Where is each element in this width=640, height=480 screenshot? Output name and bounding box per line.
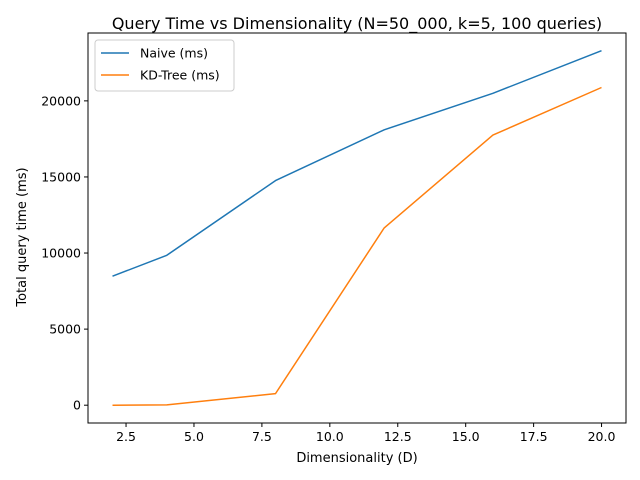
y-tick-label: 0 [73, 398, 81, 413]
x-tick-label: 5.0 [184, 429, 204, 444]
x-tick-label: 20.0 [588, 429, 616, 444]
x-tick-label: 15.0 [452, 429, 480, 444]
y-axis-label: Total query time (ms) [15, 167, 30, 307]
y-tick-label: 20000 [41, 93, 81, 108]
x-axis: 2.5 5.0 7.5 10.0 12.5 15.0 17.5 20.0 [116, 423, 616, 444]
legend-label-1: KD-Tree (ms) [140, 68, 220, 83]
y-axis: 0 5000 10000 15000 20000 [41, 93, 88, 413]
x-tick-label: 12.5 [384, 429, 412, 444]
x-tick-label: 7.5 [252, 429, 272, 444]
plot-area [87, 32, 627, 424]
y-tick-label: 15000 [41, 169, 81, 184]
x-tick-label: 17.5 [520, 429, 548, 444]
legend-label-0: Naive (ms) [140, 46, 208, 61]
legend-box [94, 39, 235, 92]
series-line-1 [112, 86, 602, 406]
y-tick-label: 10000 [41, 246, 81, 261]
x-axis-label: Dimensionality (D) [296, 451, 417, 466]
y-tick-label: 5000 [49, 322, 81, 337]
series-line-0 [112, 50, 602, 277]
x-tick-label: 2.5 [116, 429, 136, 444]
x-tick-label: 10.0 [316, 429, 344, 444]
legend: Naive (ms) KD-Tree (ms) [94, 39, 235, 92]
series-lines [112, 50, 602, 406]
chart-title: Query Time vs Dimensionality (N=50_000, … [112, 14, 602, 34]
